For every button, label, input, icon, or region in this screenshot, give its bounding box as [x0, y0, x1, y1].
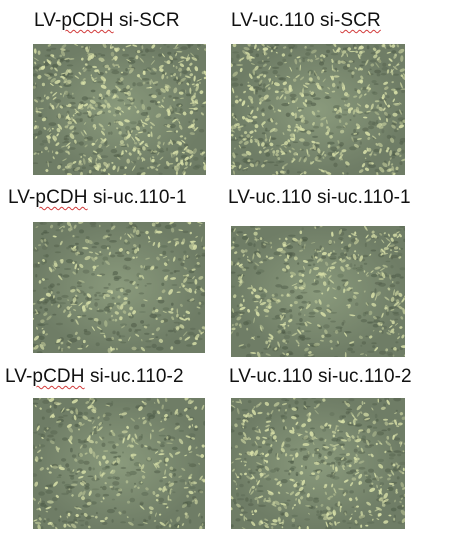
micrograph-image: [231, 44, 405, 175]
cell-texture: [231, 398, 405, 529]
panel-label-lv-pcdh-si-uc110-1: LV-pCDH si-uc.110-1: [8, 187, 187, 208]
panel-label-lv-uc110-si-uc110-2: LV-uc.110 si-uc.110-2: [229, 366, 412, 387]
micrograph-image: [231, 226, 405, 357]
micrograph-image: [33, 44, 206, 175]
panel-label-lv-pcdh-si-uc110-2: LV-pCDH si-uc.110-2: [5, 366, 184, 387]
panel-label-lv-uc110-si-uc110-1: LV-uc.110 si-uc.110-1: [228, 187, 411, 208]
micrograph-image: [231, 398, 405, 529]
micrograph-image: [33, 222, 205, 353]
cell-texture: [231, 44, 405, 175]
micrograph-image: [33, 398, 205, 529]
panel-label-lv-uc110-si-scr: LV-uc.110 si-SCR: [231, 10, 381, 31]
cell-texture: [33, 44, 206, 175]
cell-texture: [231, 226, 405, 357]
panel-label-lv-pcdh-si-scr: LV-pCDH si-SCR: [34, 10, 180, 31]
cell-texture: [33, 398, 205, 529]
cell-texture: [33, 222, 205, 353]
